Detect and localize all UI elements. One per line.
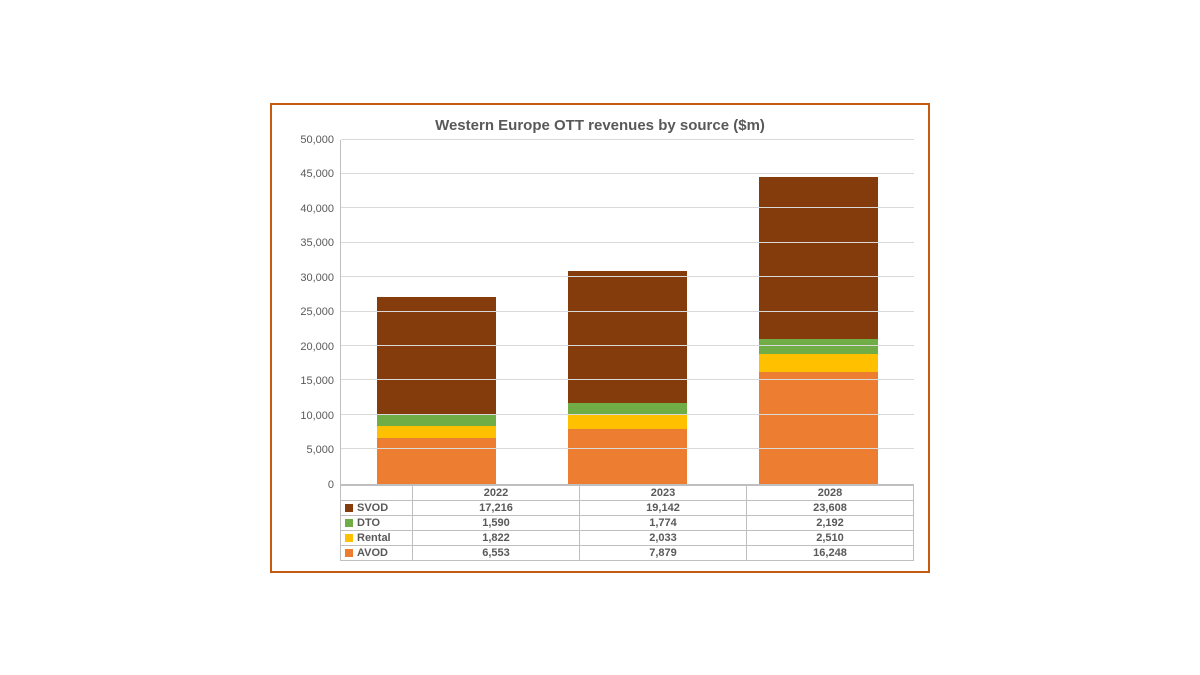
y-tick-label: 50,000: [300, 134, 334, 146]
plot-area: [340, 140, 914, 485]
y-tick-label: 15,000: [300, 375, 334, 387]
table-row: AVOD 6,5537,87916,248: [340, 546, 914, 561]
gridline: [341, 242, 914, 243]
bar-segment-rental: [568, 415, 686, 429]
bars-container: [341, 140, 914, 484]
bar-segment-rental: [759, 354, 877, 371]
legend-swatch: [345, 534, 353, 542]
table-cell: 17,216: [413, 501, 580, 515]
table-cell: 16,248: [747, 546, 913, 560]
bar-segment-dto: [759, 339, 877, 354]
table-header-cell: 2022: [413, 486, 580, 500]
table-cell: 23,608: [747, 501, 913, 515]
table-header-cell: 2023: [580, 486, 747, 500]
table-row: DTO 1,5901,7742,192: [340, 516, 914, 531]
series-name: AVOD: [357, 547, 388, 559]
bar-slot: [723, 140, 914, 484]
table-cell: 2,192: [747, 516, 913, 530]
table-header-cell: 2028: [747, 486, 913, 500]
y-tick-label: 20,000: [300, 341, 334, 353]
y-tick-label: 40,000: [300, 203, 334, 215]
y-tick-label: 35,000: [300, 237, 334, 249]
series-label-dto: DTO: [341, 516, 413, 530]
series-label-avod: AVOD: [341, 546, 413, 560]
table-row: Rental 1,8222,0332,510: [340, 531, 914, 546]
y-tick-label: 5,000: [306, 444, 334, 456]
table-row: SVOD 17,21619,14223,608: [340, 501, 914, 516]
y-tick-label: 25,000: [300, 306, 334, 318]
series-name: SVOD: [357, 502, 388, 514]
bar-stack: [377, 297, 495, 484]
chart-body: 0 5,000 10,000 15,000 20,000 25,000 30,000 35,0…: [286, 140, 914, 561]
table-cell: 2,510: [747, 531, 913, 545]
gridline: [341, 345, 914, 346]
y-tick-label: 10,000: [300, 410, 334, 422]
table-cell: 7,879: [580, 546, 747, 560]
data-table: 202220232028SVOD17,21619,14223,608DTO1,5…: [340, 485, 914, 561]
bar-stack: [759, 177, 877, 484]
table-cell: 6,553: [413, 546, 580, 560]
gridline: [341, 139, 914, 140]
y-tick-label: 30,000: [300, 272, 334, 284]
legend-swatch: [345, 504, 353, 512]
chart-title: Western Europe OTT revenues by source ($…: [286, 117, 914, 134]
gridline: [341, 379, 914, 380]
legend-swatch: [345, 549, 353, 557]
table-cell: 1,822: [413, 531, 580, 545]
bar-segment-svod: [377, 297, 495, 415]
series-label-svod: SVOD: [341, 501, 413, 515]
y-tick-label: 0: [328, 479, 334, 491]
y-tick-label: 45,000: [300, 168, 334, 180]
gridline: [341, 207, 914, 208]
table-cell: 1,774: [580, 516, 747, 530]
table-cell: 1,590: [413, 516, 580, 530]
bar-segment-rental: [377, 426, 495, 439]
y-axis: 05,00010,00015,00020,00025,00030,00035,0…: [286, 140, 340, 485]
table-cell: 2,033: [580, 531, 747, 545]
table-header-row: 202220232028: [340, 485, 914, 501]
table-cell: 19,142: [580, 501, 747, 515]
chart-frame: Western Europe OTT revenues by source ($…: [270, 103, 930, 573]
bar-segment-svod: [759, 177, 877, 339]
table-corner: [341, 486, 413, 500]
gridline: [341, 276, 914, 277]
bar-segment-svod: [568, 271, 686, 403]
bar-segment-avod: [568, 429, 686, 483]
series-name: DTO: [357, 517, 380, 529]
bar-segment-avod: [759, 372, 877, 484]
bar-slot: [532, 140, 723, 484]
series-name: Rental: [357, 532, 391, 544]
bar-segment-dto: [377, 415, 495, 426]
gridline: [341, 311, 914, 312]
gridline: [341, 173, 914, 174]
gridline: [341, 448, 914, 449]
plot-row: 05,00010,00015,00020,00025,00030,00035,0…: [286, 140, 914, 485]
gridline: [341, 414, 914, 415]
legend-swatch: [345, 519, 353, 527]
bar-segment-avod: [377, 438, 495, 483]
series-label-rental: Rental: [341, 531, 413, 545]
bar-stack: [568, 271, 686, 483]
bar-slot: [341, 140, 532, 484]
